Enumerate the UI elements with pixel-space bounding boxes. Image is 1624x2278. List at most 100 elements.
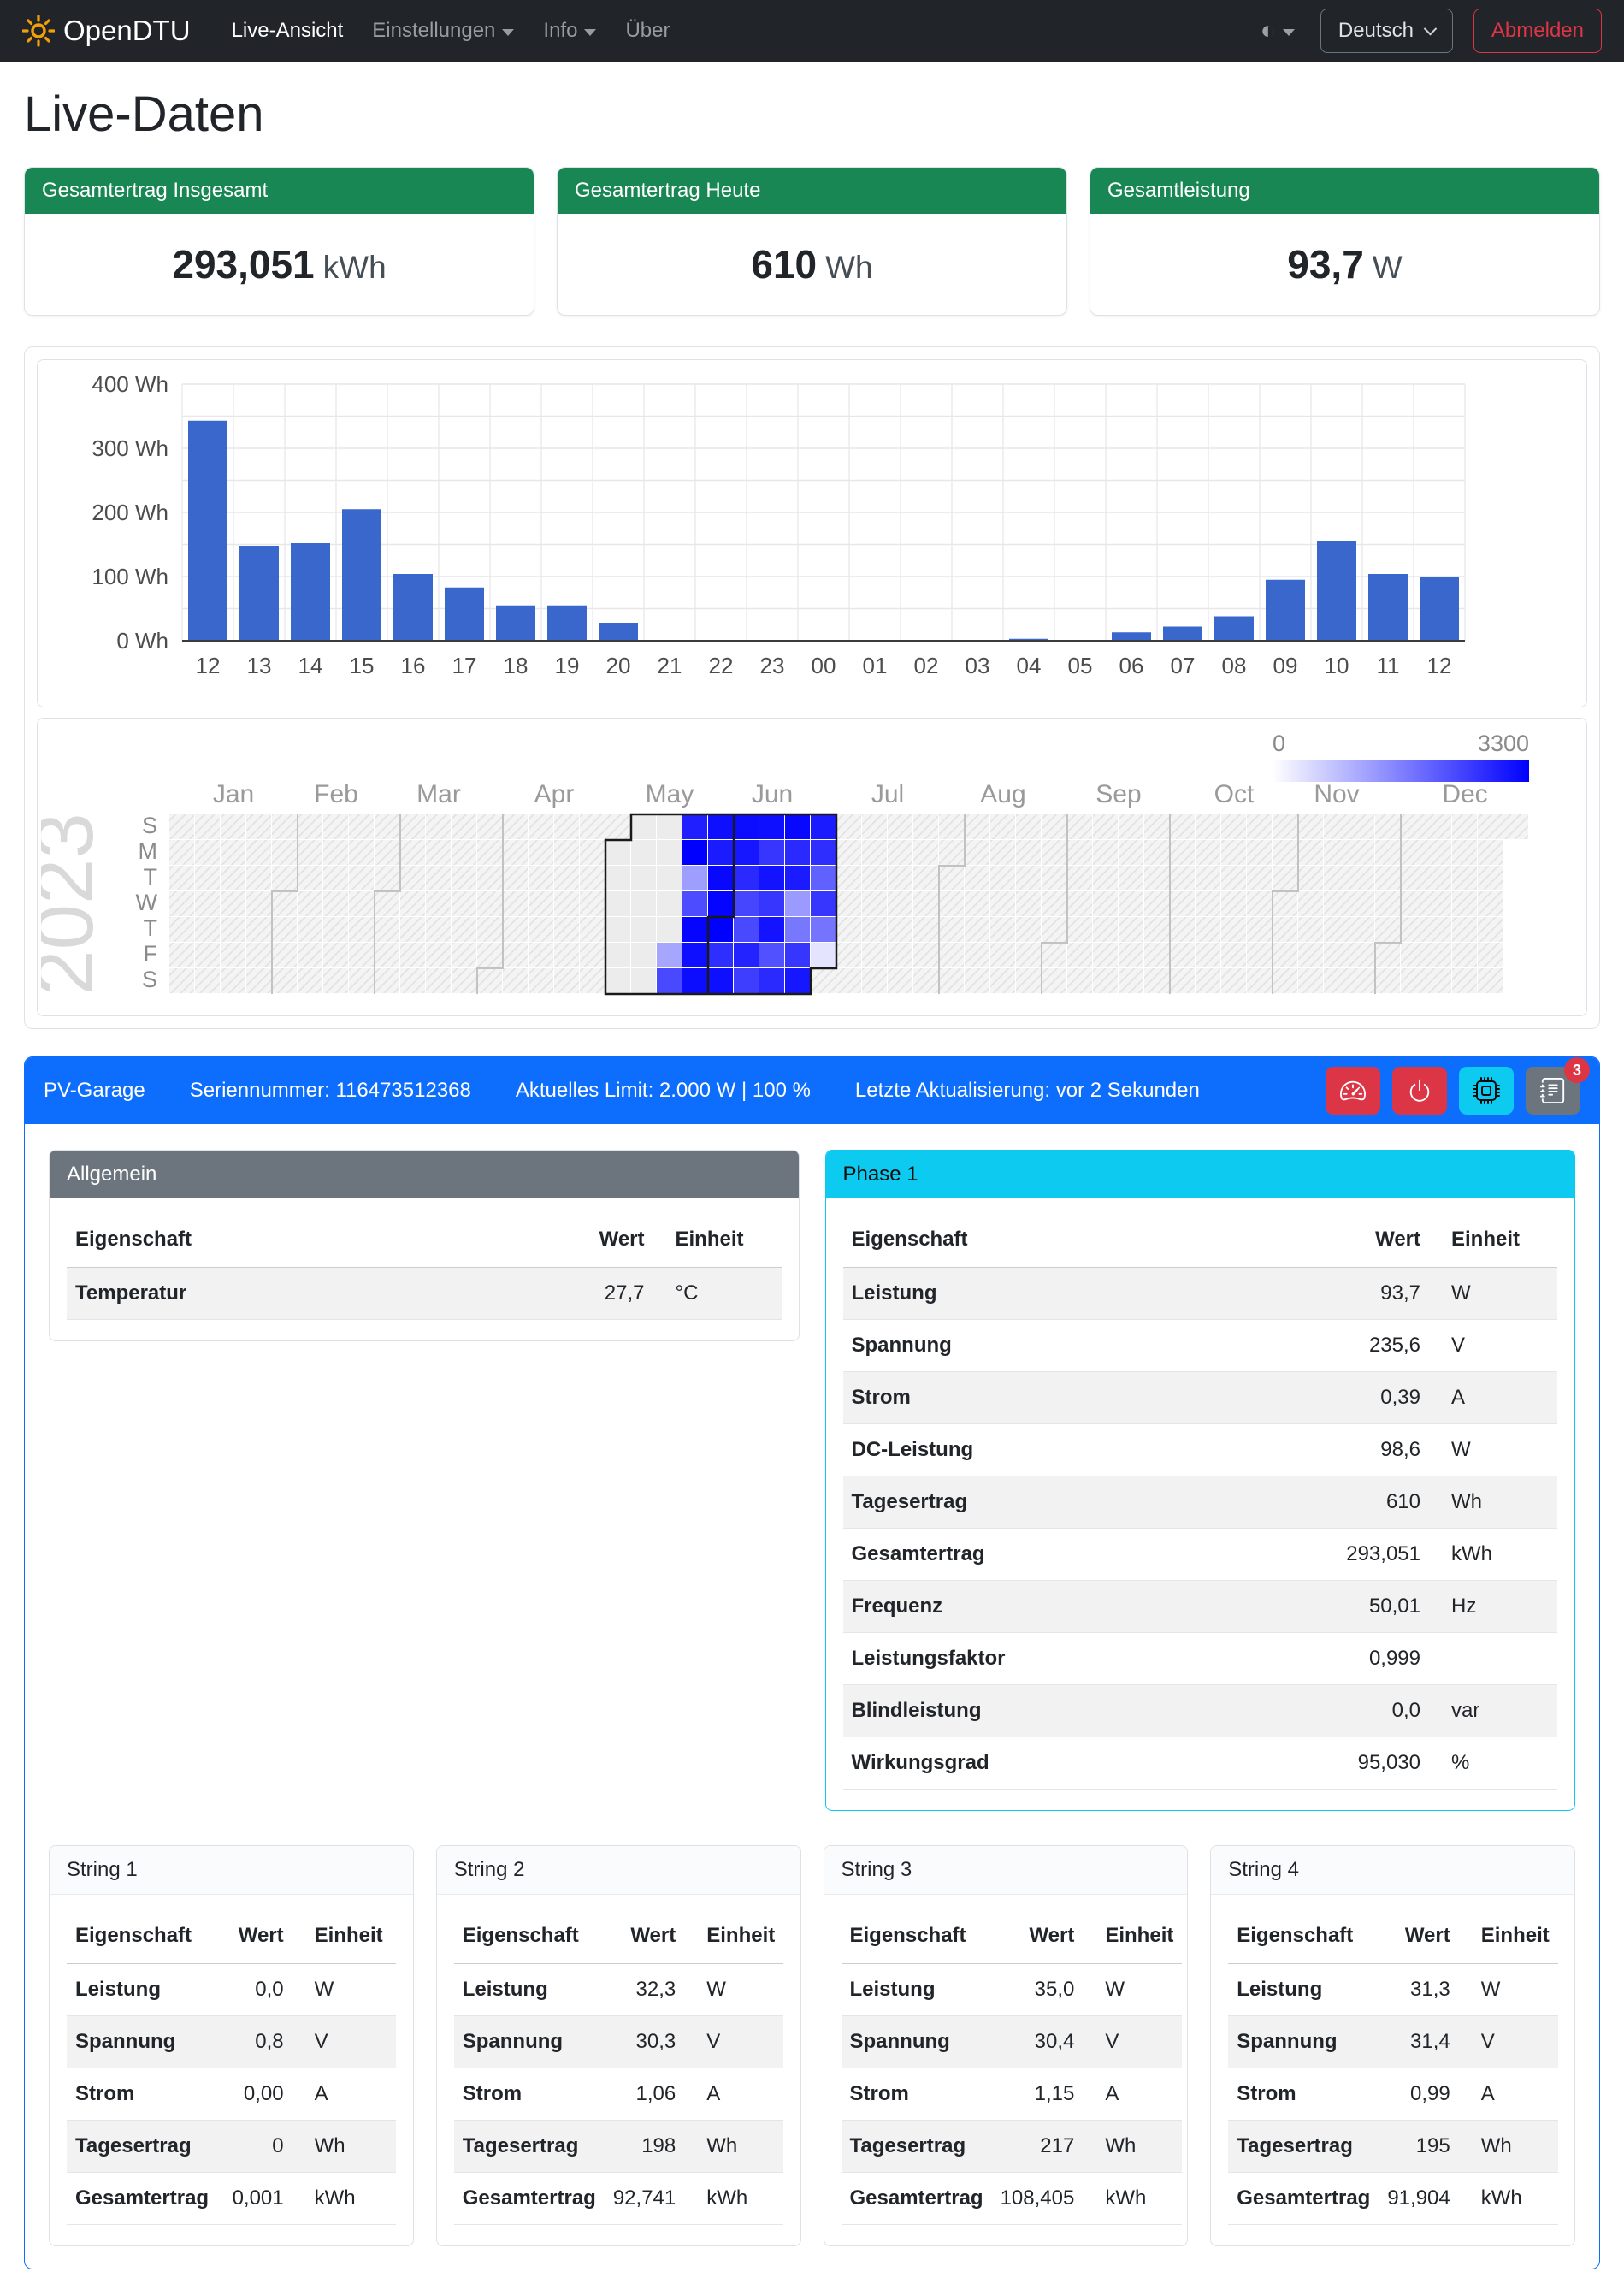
property-value: 98,6 bbox=[1318, 1423, 1429, 1476]
property-unit: W bbox=[1429, 1267, 1557, 1320]
power-icon bbox=[1409, 1079, 1430, 1102]
property-unit: % bbox=[1429, 1737, 1557, 1790]
phase1-card-title: Phase 1 bbox=[825, 1151, 1574, 1198]
nav-link-label[interactable]: Einstellungen bbox=[360, 10, 526, 51]
string-2-card: String 2 Eigenschaft Wert Einheit Leistung 32… bbox=[435, 1845, 801, 2246]
property-value: 0,001 bbox=[217, 2172, 292, 2225]
property-name: Leistung bbox=[841, 1963, 992, 2016]
column-header-einheit: Einheit bbox=[653, 1212, 782, 1268]
property-value: 27,7 bbox=[541, 1267, 653, 1320]
property-value: 0,00 bbox=[217, 2068, 292, 2121]
nav-item-info[interactable]: Info bbox=[531, 10, 608, 51]
property-value: 93,7 bbox=[1318, 1267, 1429, 1320]
table-row: Leistung 32,3 W bbox=[453, 1963, 784, 2016]
general-card: Allgemein Eigenschaft Wert Einheit Temperatu… bbox=[49, 1150, 800, 1341]
property-value: 217 bbox=[991, 2120, 1084, 2173]
table-row: Gesamtertrag 293,051 kWh bbox=[842, 1528, 1557, 1581]
property-unit: W bbox=[684, 1963, 784, 2016]
heatmap-grid[interactable] bbox=[169, 814, 1528, 993]
logout-button[interactable]: Abmelden bbox=[1473, 9, 1602, 53]
nav-item-ber[interactable]: Über bbox=[613, 10, 682, 51]
summary-card-1: Gesamtertrag Heute 610 Wh bbox=[557, 167, 1067, 316]
property-unit: W bbox=[1083, 1963, 1183, 2016]
property-value: 0,0 bbox=[1318, 1684, 1429, 1737]
property-value: 610 bbox=[1318, 1476, 1429, 1529]
nav-item-einstellungen[interactable]: Einstellungen bbox=[360, 10, 526, 51]
event-count-badge: 3 bbox=[1564, 1057, 1590, 1083]
property-value: 30,3 bbox=[604, 2015, 685, 2068]
nav-link-label[interactable]: Info bbox=[531, 10, 608, 51]
nav-link-label[interactable]: Live-Ansicht bbox=[231, 19, 344, 42]
inverter-header: PV-Garage Seriennummer: 116473512368 Akt… bbox=[25, 1057, 1599, 1124]
property-value: 198 bbox=[604, 2120, 685, 2173]
summary-card-unit: Wh bbox=[825, 250, 873, 285]
table-row: Tagesertrag 195 Wh bbox=[1228, 2120, 1558, 2173]
column-header-wert: Wert bbox=[541, 1212, 653, 1268]
limit-settings-button[interactable] bbox=[1326, 1067, 1380, 1115]
string-1-table: Eigenschaft Wert Einheit Leistung 0,0 W Spannu… bbox=[67, 1908, 396, 2225]
svg-text:21: 21 bbox=[658, 653, 682, 678]
summary-card-unit: W bbox=[1372, 250, 1403, 285]
nav-link-label[interactable]: Über bbox=[625, 19, 670, 42]
table-row: Leistungsfaktor 0,999 bbox=[842, 1632, 1557, 1685]
property-unit: V bbox=[1083, 2015, 1183, 2068]
svg-text:12: 12 bbox=[196, 653, 221, 678]
property-unit: °C bbox=[653, 1267, 782, 1320]
property-value: 92,741 bbox=[604, 2172, 685, 2225]
string-3-card-title: String 3 bbox=[824, 1846, 1188, 1895]
string-1-card-title: String 1 bbox=[50, 1846, 413, 1895]
property-name: Strom bbox=[453, 2068, 605, 2121]
nav-item-liveansicht[interactable]: Live-Ansicht bbox=[220, 10, 356, 51]
string-3-card: String 3 Eigenschaft Wert Einheit Leistung 35… bbox=[823, 1845, 1189, 2246]
svg-text:F: F bbox=[144, 941, 158, 967]
live-data-page: Live-Daten Gesamtertrag Insgesamt 293,051… bbox=[0, 62, 1624, 2278]
property-name: Wirkungsgrad bbox=[842, 1737, 1318, 1790]
page-title: Live-Daten bbox=[24, 86, 264, 142]
language-label: Deutsch bbox=[1338, 19, 1414, 42]
table-row: Gesamtertrag 91,904 kWh bbox=[1228, 2172, 1558, 2225]
svg-text:11: 11 bbox=[1377, 653, 1400, 678]
power-button[interactable] bbox=[1392, 1067, 1447, 1115]
svg-text:14: 14 bbox=[298, 653, 323, 678]
theme-toggle-button[interactable]: ◐ bbox=[1255, 15, 1300, 46]
svg-text:22: 22 bbox=[709, 653, 734, 678]
property-value: 35,0 bbox=[991, 1963, 1084, 2016]
svg-text:S: S bbox=[142, 813, 157, 838]
property-value: 1,15 bbox=[991, 2068, 1084, 2121]
table-row: Frequenz 50,01 Hz bbox=[842, 1580, 1557, 1633]
svg-text:300 Wh: 300 Wh bbox=[92, 435, 168, 461]
event-log-button[interactable]: 3 bbox=[1526, 1057, 1590, 1115]
column-header-eigenschaft: Eigenschaft bbox=[842, 1212, 1318, 1268]
summary-card-body: 93,7 W bbox=[1090, 214, 1599, 315]
string-3-card-body: Eigenschaft Wert Einheit Leistung 35,0 W Spann… bbox=[824, 1895, 1188, 2245]
string-3-table: Eigenschaft Wert Einheit Leistung 35,0 W Spann… bbox=[841, 1908, 1183, 2225]
month-labels: Jan Feb Mar Apr May Jun Jul Aug Sep Oct Nov Dec bbox=[213, 780, 1488, 808]
property-value: 0,99 bbox=[1379, 2068, 1459, 2121]
svg-text:Nov: Nov bbox=[1314, 780, 1359, 808]
svg-text:Aug: Aug bbox=[980, 780, 1025, 808]
inverter-name[interactable]: PV-Garage bbox=[44, 1079, 145, 1102]
brand[interactable]: OpenDTU bbox=[22, 15, 191, 47]
device-info-button[interactable] bbox=[1459, 1067, 1514, 1115]
svg-text:T: T bbox=[144, 864, 158, 890]
property-unit: V bbox=[1458, 2015, 1558, 2068]
svg-text:Mar: Mar bbox=[416, 780, 461, 808]
column-header-wert: Wert bbox=[217, 1908, 292, 1964]
general-card-slot: Allgemein Eigenschaft Wert Einheit Temperatu… bbox=[49, 1150, 800, 1341]
svg-text:T: T bbox=[144, 915, 158, 941]
property-value: 30,4 bbox=[991, 2015, 1084, 2068]
property-unit: A bbox=[1458, 2068, 1558, 2121]
svg-text:400 Wh: 400 Wh bbox=[92, 371, 168, 397]
svg-text:16: 16 bbox=[401, 653, 426, 678]
property-name: Spannung bbox=[1228, 2015, 1379, 2068]
language-select[interactable]: Deutsch bbox=[1320, 9, 1453, 53]
summary-card-body: 293,051 kWh bbox=[25, 214, 534, 315]
column-header-einheit: Einheit bbox=[292, 1908, 396, 1964]
svg-text:02: 02 bbox=[914, 653, 939, 678]
table-header-row: Eigenschaft Wert Einheit bbox=[1228, 1908, 1558, 1964]
property-name: Tagesertrag bbox=[841, 2120, 992, 2173]
navbar-right: ◐ Deutsch Abmelden bbox=[1255, 9, 1602, 53]
property-name: Gesamtertrag bbox=[453, 2172, 605, 2225]
string-2-table: Eigenschaft Wert Einheit Leistung 32,3 W Spann… bbox=[453, 1908, 784, 2225]
sun-logo-icon bbox=[22, 15, 55, 47]
